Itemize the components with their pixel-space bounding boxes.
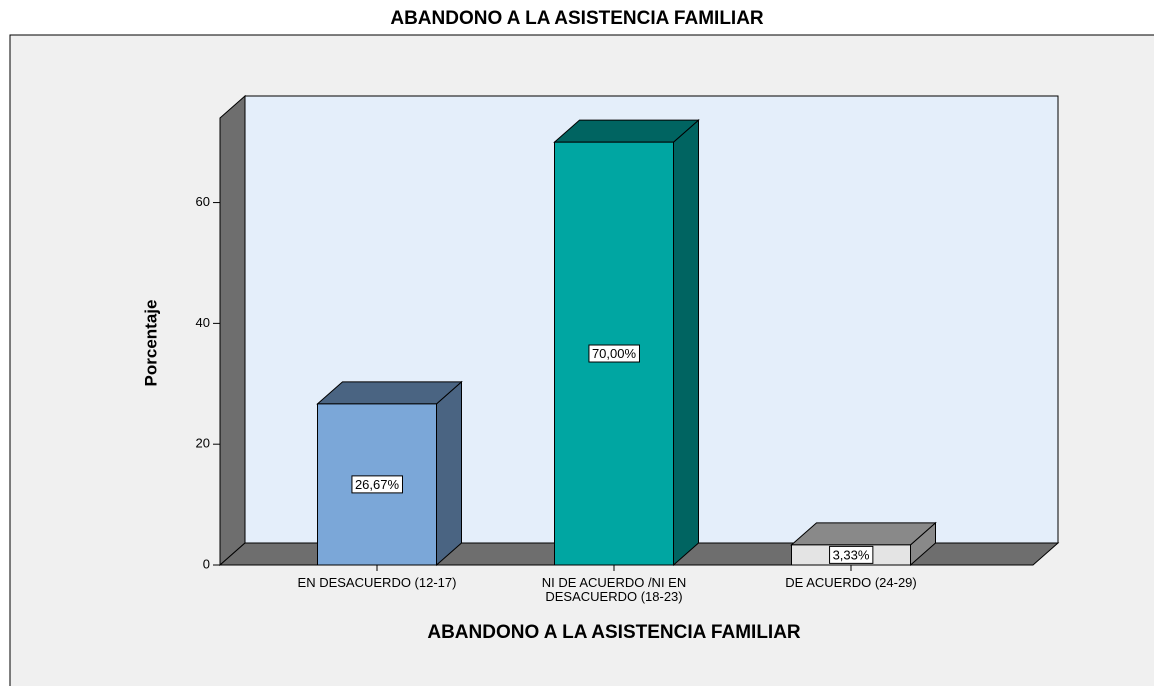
- value-label: 3,33%: [833, 547, 870, 562]
- value-label-box: [588, 344, 640, 363]
- value-label: 26,67%: [355, 477, 400, 492]
- left-wall: [219, 94, 246, 567]
- y-tick-label: 40: [196, 315, 210, 330]
- bar-side: [436, 380, 462, 567]
- y-tick-label: 20: [196, 436, 210, 451]
- x-tick-label: DE ACUERDO (24-29): [785, 575, 917, 590]
- chart-title: ABANDONO A LA ASISTENCIA FAMILIAR: [390, 8, 764, 29]
- bar-side: [673, 119, 699, 567]
- value-label: 70,00%: [592, 346, 637, 361]
- x-tick-label: NI DE ACUERDO /NI EN DESACUERDO (18-23): [541, 575, 687, 604]
- y-tick-label: 60: [196, 194, 210, 209]
- x-tick-label: EN DESACUERDO (12-17): [297, 575, 457, 590]
- bar-top: [790, 522, 937, 546]
- value-label-box: [829, 545, 874, 564]
- bar-top: [553, 119, 700, 143]
- value-label-box: [351, 475, 403, 494]
- bar-top: [316, 381, 463, 405]
- y-axis-label: Porcentaje: [141, 300, 160, 387]
- y-tick-label: 0: [203, 556, 210, 571]
- x-axis-label: ABANDONO A LA ASISTENCIA FAMILIAR: [427, 622, 801, 643]
